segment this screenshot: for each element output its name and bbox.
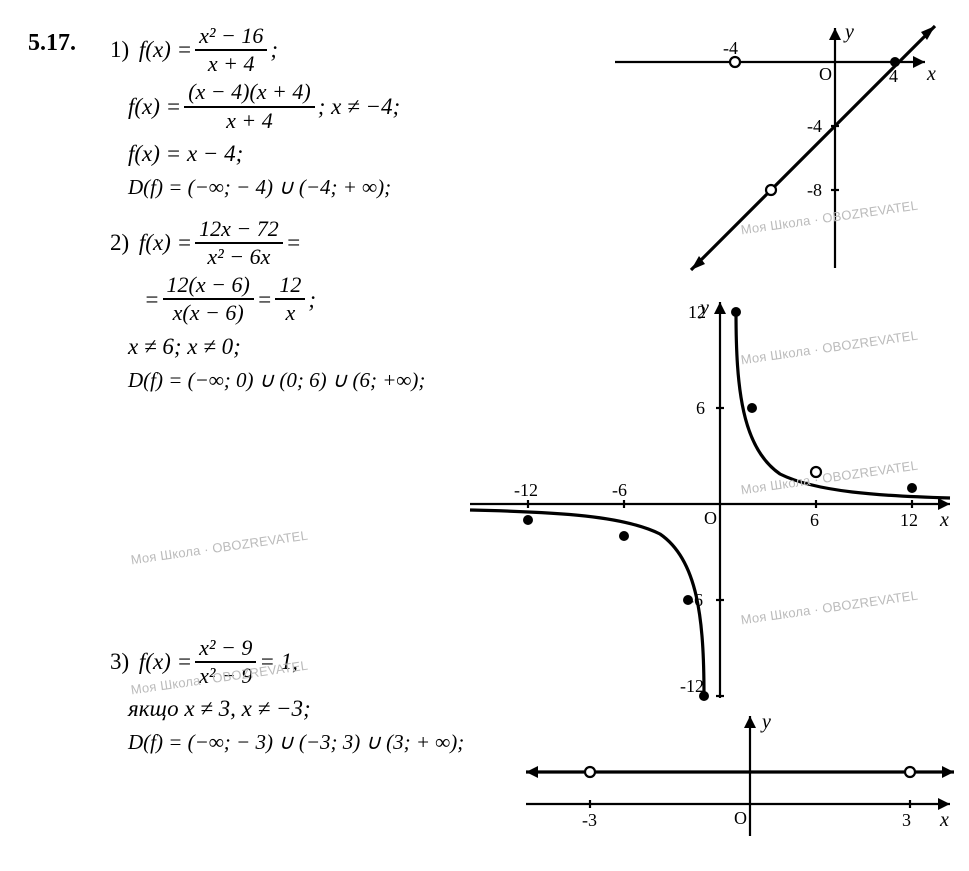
fraction: x² − 9 x² − 9 (195, 636, 256, 688)
page: 5.17. 1) f(x) = x² − 16 x + 4 ; f(x) = (… (0, 0, 969, 871)
p2-l1-post: = (286, 229, 302, 257)
fraction: 12x − 72 x² − 6x (195, 217, 283, 269)
g2-x--12: -12 (514, 480, 538, 500)
fraction: x² − 16 x + 4 (195, 24, 267, 76)
p3-l2: якщо x ≠ 3, x ≠ −3; (128, 695, 311, 723)
p1-l2-post: ; x ≠ −4; (318, 93, 400, 121)
denominator: x + 4 (222, 109, 277, 133)
numerator: x² − 9 (195, 636, 256, 660)
origin-label: O (819, 64, 832, 84)
p2-l2-pre: = (144, 286, 160, 314)
graph-1: x y O -4 4 -4 -8 (605, 18, 945, 278)
denominator: x² − 6x (203, 245, 274, 269)
p2-line1: 2) f(x) = 12x − 72 x² − 6x = (110, 217, 580, 269)
g3-x-m3: -3 (582, 810, 597, 830)
fraction: (x − 4)(x + 4) x + 4 (184, 80, 315, 132)
p3-l1-post: = 1, (259, 648, 298, 676)
g2-origin: O (704, 508, 717, 528)
g1-xt-m4: -4 (723, 38, 738, 58)
fraction: 12 x (275, 273, 305, 325)
p1-line4: D(f) = (−∞; − 4) ∪ (−4; + ∞); (110, 173, 580, 203)
g3-y-axis-label: y (760, 711, 771, 733)
fraction: 12(x − 6) x(x − 6) (163, 273, 254, 325)
p1-lead: 1) (110, 36, 129, 64)
numerator: 12x − 72 (195, 217, 283, 241)
numerator: (x − 4)(x + 4) (184, 80, 315, 104)
p1-l2-pre: f(x) = (128, 93, 181, 121)
numerator: 12(x − 6) (163, 273, 254, 297)
p1-line3: f(x) = x − 4; (110, 139, 580, 169)
p3-l3: D(f) = (−∞; − 3) ∪ (−3; 3) ∪ (3; + ∞); (128, 730, 464, 755)
g2-y-12: 12 (688, 302, 706, 322)
graph-3: x y O -3 3 (520, 706, 960, 846)
p2-l2-mid: = (257, 286, 273, 314)
p1-l1-post: ; (270, 36, 278, 64)
g3-origin: O (734, 808, 747, 828)
p1-l3: f(x) = x − 4; (128, 140, 243, 168)
p2-l3: x ≠ 6; x ≠ 0; (128, 333, 241, 361)
p2-l1-pre: f(x) = (139, 229, 192, 257)
p2-l4: D(f) = (−∞; 0) ∪ (0; 6) ∪ (6; +∞); (128, 368, 425, 393)
numerator: x² − 16 (195, 24, 267, 48)
p3-line3: D(f) = (−∞; − 3) ∪ (−3; 3) ∪ (3; + ∞); (110, 728, 580, 758)
denominator: x + 4 (204, 52, 259, 76)
graph-3-svg: x y O -3 3 (520, 706, 960, 846)
p3-l1-pre: f(x) = (139, 648, 192, 676)
graph-2: x y O -12 -6 6 12 12 6 -6 -12 (460, 288, 960, 708)
numerator: 12 (275, 273, 305, 297)
exercise-number: 5.17. (28, 30, 76, 57)
graph-2-svg: x y O -12 -6 6 12 12 6 -6 -12 (460, 288, 960, 708)
g3-x-axis-label: x (939, 809, 949, 831)
p2-lead: 2) (110, 229, 129, 257)
x-axis-label: x (926, 63, 936, 85)
p3-lead: 3) (110, 648, 129, 676)
g1-yt-m4: -4 (807, 116, 822, 136)
denominator: x(x − 6) (169, 301, 248, 325)
y-axis-label: y (843, 21, 854, 43)
denominator: x² − 9 (195, 664, 256, 688)
p1-line2: f(x) = (x − 4)(x + 4) x + 4 ; x ≠ −4; (110, 80, 580, 132)
p1-l4: D(f) = (−∞; − 4) ∪ (−4; + ∞); (128, 175, 391, 200)
p2-l2-post: ; (308, 286, 316, 314)
p1-line1: 1) f(x) = x² − 16 x + 4 ; (110, 24, 580, 76)
p1-l1-pre: f(x) = (139, 36, 192, 64)
g2-y-6: 6 (696, 398, 705, 418)
g2-x-12: 12 (900, 510, 918, 530)
denominator: x (281, 301, 299, 325)
g2-x-6: 6 (810, 510, 819, 530)
g3-x-3: 3 (902, 810, 911, 830)
g2-x--6: -6 (612, 480, 627, 500)
g2-x-axis-label: x (939, 509, 949, 531)
g1-yt-m8: -8 (807, 180, 822, 200)
graph-1-svg: x y O -4 4 -4 -8 (605, 18, 945, 278)
